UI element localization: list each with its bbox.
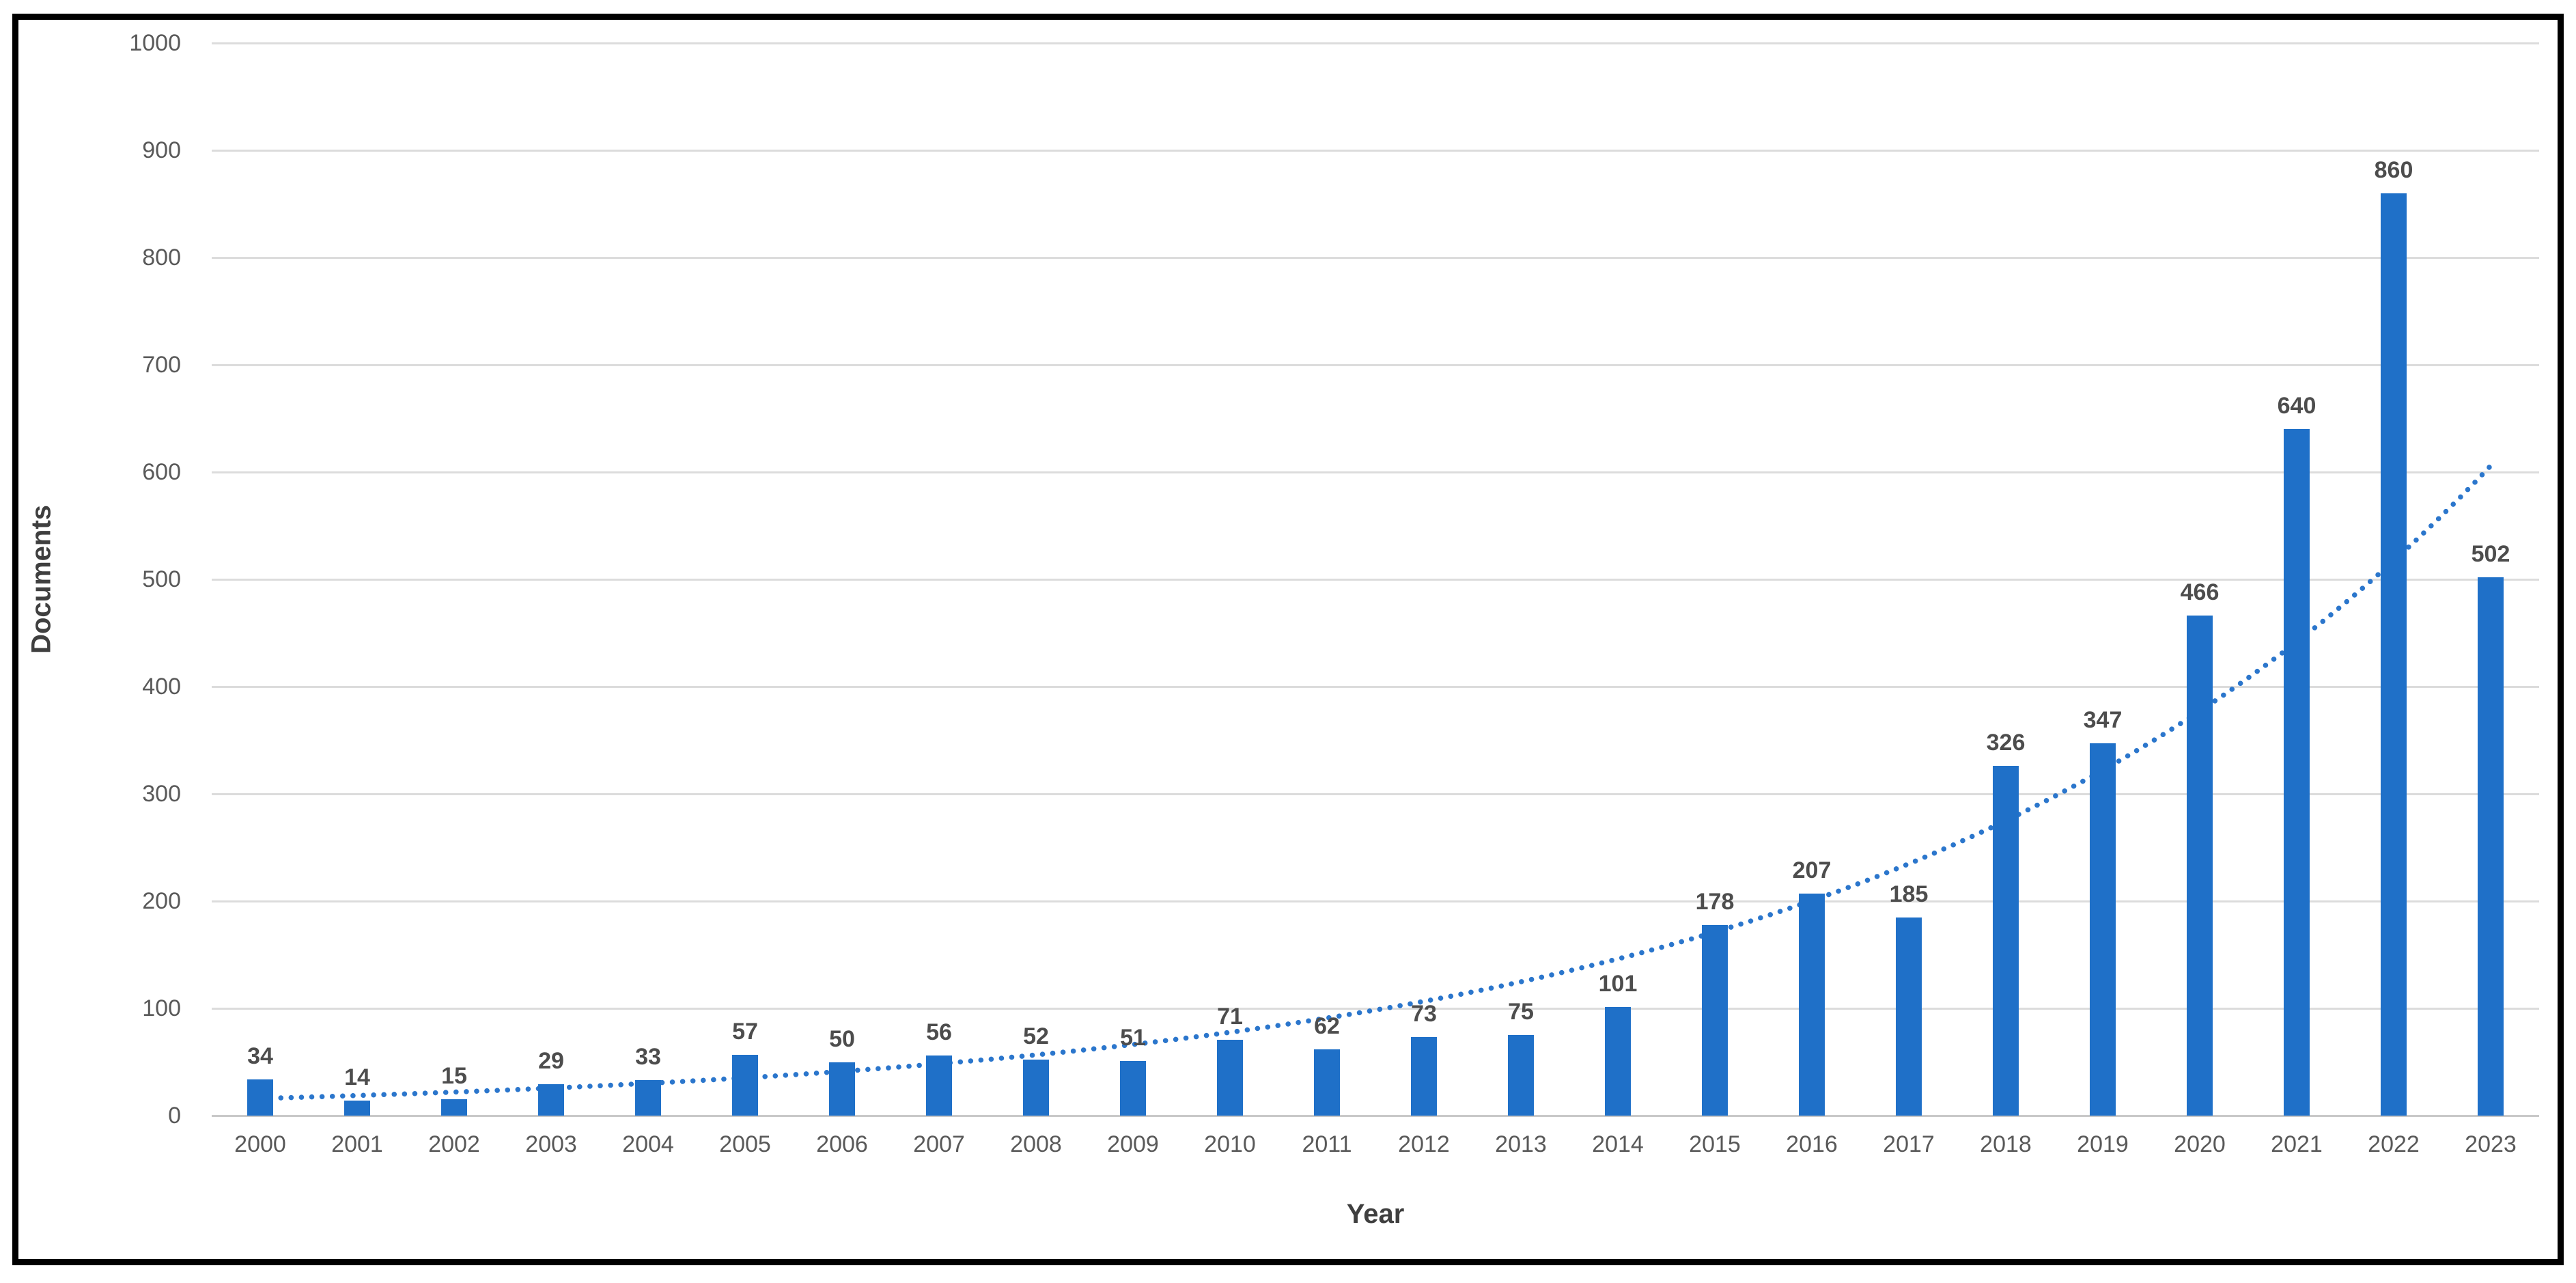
- bar: [1314, 1049, 1340, 1116]
- bar: [1411, 1037, 1437, 1116]
- bar: [732, 1054, 758, 1116]
- bar: [247, 1079, 273, 1116]
- y-tick-label: 400: [142, 674, 181, 700]
- chart-frame: Documents 34 14 15 29 33 57 50 56 52 51 71 62 73 75 10…: [12, 14, 2564, 1265]
- bar-value-label: 347: [2083, 707, 2123, 734]
- x-tick-label: 2017: [1883, 1131, 1935, 1157]
- bar-value-label: 502: [2471, 540, 2510, 567]
- bar-value-label: 52: [1023, 1023, 1049, 1050]
- x-tick-label: 2012: [1398, 1131, 1450, 1157]
- bar: [1799, 894, 1825, 1116]
- x-tick-label: 2003: [525, 1131, 577, 1157]
- bar-value-label: 466: [2180, 579, 2220, 606]
- bar-value-label: 56: [926, 1019, 952, 1046]
- gridline: [212, 685, 2539, 688]
- bar-value-label: 51: [1120, 1024, 1146, 1051]
- gridline: [212, 900, 2539, 902]
- bar: [829, 1062, 855, 1116]
- gridline: [212, 42, 2539, 44]
- gridline: [212, 363, 2539, 366]
- plot-area: 34 14 15 29 33 57 50 56 52 51 71 62 73 75 101 178 207 185…: [212, 42, 2539, 1117]
- x-tick-label: 2007: [913, 1131, 965, 1157]
- y-tick-label: 800: [142, 245, 181, 271]
- x-tick-label: 2020: [2174, 1131, 2226, 1157]
- bar: [2284, 429, 2310, 1116]
- bar-value-label: 207: [1792, 857, 1832, 883]
- bar-value-label: 29: [538, 1048, 564, 1075]
- bar: [1993, 766, 2019, 1116]
- x-tick-label: 2005: [719, 1131, 771, 1157]
- bar-value-label: 185: [1889, 881, 1929, 907]
- x-tick-label: 2023: [2465, 1131, 2517, 1157]
- x-tick-label: 2015: [1689, 1131, 1741, 1157]
- bar: [2381, 193, 2407, 1116]
- bar: [635, 1080, 661, 1116]
- bar: [1217, 1039, 1243, 1116]
- y-tick-label: 900: [142, 137, 181, 163]
- bar: [538, 1084, 564, 1116]
- bar: [926, 1056, 952, 1116]
- bar-value-label: 326: [1986, 730, 2026, 756]
- gridline: [212, 578, 2539, 581]
- bar-value-label: 34: [247, 1043, 273, 1069]
- bar: [2478, 577, 2504, 1116]
- bar: [1120, 1060, 1146, 1116]
- bar-value-label: 62: [1314, 1012, 1340, 1039]
- x-tick-label: 2019: [2077, 1131, 2129, 1157]
- y-tick-label: 500: [142, 566, 181, 592]
- x-tick-label: 2011: [1302, 1131, 1352, 1157]
- y-tick-label: 700: [142, 352, 181, 378]
- bar-value-label: 33: [635, 1044, 661, 1071]
- x-tick-label: 2009: [1107, 1131, 1159, 1157]
- x-tick-label: 2006: [816, 1131, 868, 1157]
- bar-value-label: 640: [2277, 393, 2316, 419]
- bar-value-label: 75: [1508, 999, 1534, 1025]
- gridline: [212, 256, 2539, 259]
- bar-value-label: 50: [829, 1025, 855, 1052]
- trendline: [257, 463, 2493, 1101]
- bar-value-label: 73: [1411, 1001, 1437, 1027]
- x-tick-label: 2010: [1204, 1131, 1256, 1157]
- y-tick-label: 100: [142, 995, 181, 1021]
- x-tick-label: 2013: [1495, 1131, 1547, 1157]
- bar-value-label: 178: [1695, 888, 1735, 915]
- y-tick-label: 0: [168, 1103, 181, 1129]
- bar: [2187, 616, 2213, 1116]
- bar-value-label: 101: [1598, 971, 1638, 997]
- gridline: [212, 471, 2539, 473]
- x-tick-label: 2014: [1592, 1131, 1644, 1157]
- y-tick-label: 200: [142, 888, 181, 914]
- x-tick-label: 2021: [2271, 1131, 2323, 1157]
- bar: [1605, 1007, 1631, 1116]
- bar: [1896, 917, 1922, 1116]
- gridline: [212, 1007, 2539, 1010]
- bar: [1023, 1060, 1049, 1116]
- bar: [441, 1099, 467, 1116]
- y-tick-label: 1000: [129, 30, 181, 56]
- bar-value-label: 860: [2374, 156, 2413, 183]
- bar-value-label: 14: [344, 1064, 370, 1091]
- bar-value-label: 71: [1217, 1003, 1243, 1030]
- bar-value-label: 15: [441, 1063, 467, 1090]
- y-tick-label: 300: [142, 781, 181, 807]
- x-tick-label: 2001: [331, 1131, 383, 1157]
- bar: [1508, 1035, 1534, 1116]
- gridline: [212, 149, 2539, 152]
- bar: [1702, 924, 1728, 1116]
- bar-value-label: 57: [732, 1018, 758, 1045]
- x-tick-label: 2000: [234, 1131, 286, 1157]
- x-tick-label: 2002: [428, 1131, 480, 1157]
- bar: [2090, 743, 2116, 1116]
- x-axis-line: [212, 1114, 2539, 1117]
- y-tick-label: 600: [142, 459, 181, 485]
- bar: [344, 1101, 370, 1116]
- x-tick-label: 2016: [1786, 1131, 1838, 1157]
- x-tick-label: 2018: [1980, 1131, 2032, 1157]
- gridline: [212, 792, 2539, 795]
- x-tick-label: 2004: [622, 1131, 674, 1157]
- x-tick-label: 2008: [1010, 1131, 1062, 1157]
- x-axis-title: Year: [1346, 1199, 1405, 1229]
- x-tick-label: 2022: [2368, 1131, 2420, 1157]
